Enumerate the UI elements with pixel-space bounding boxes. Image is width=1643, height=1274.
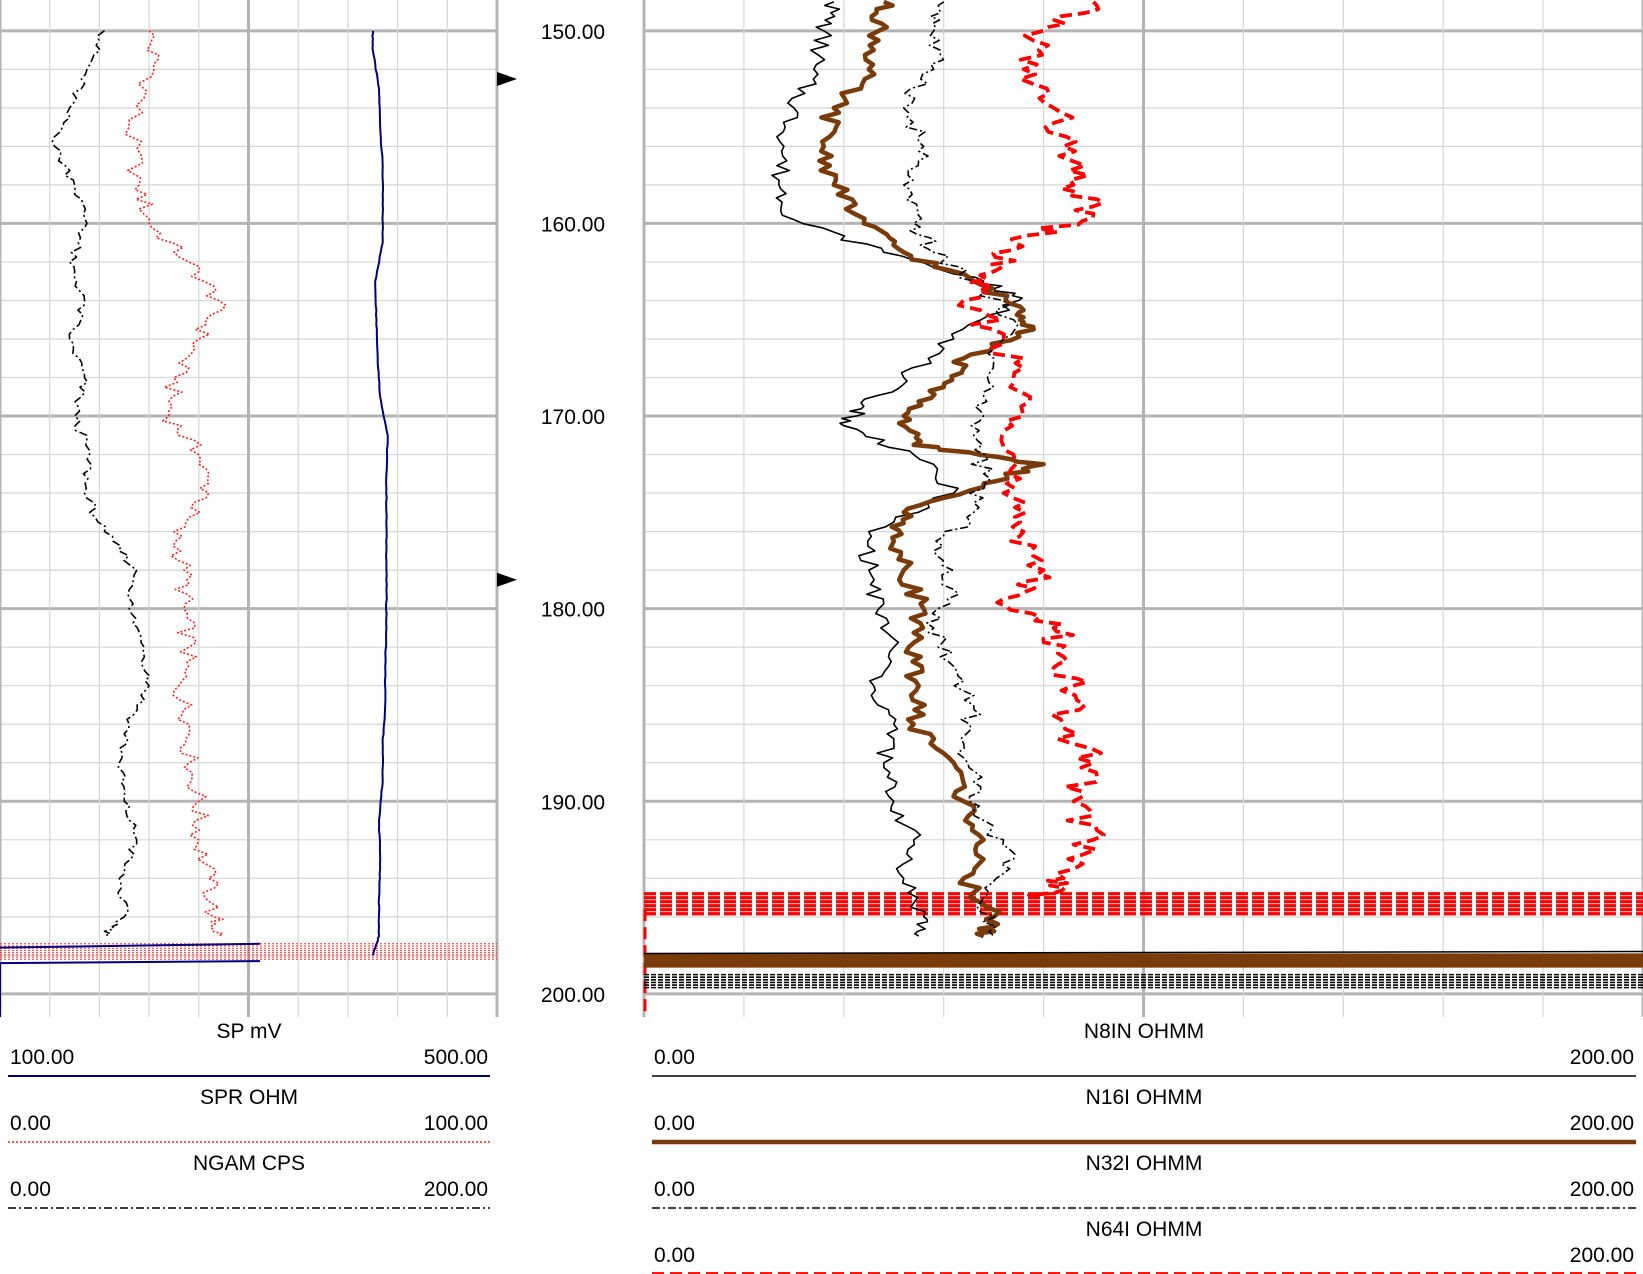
depth-label: 180.00: [541, 599, 605, 622]
curve-legend: SP mV 100.00 500.00 SPR OHM 0.00 100.00 NGAM C…: [8, 1020, 1636, 1274]
legend-curve-name: SPR OHM: [200, 1086, 298, 1109]
legend-curve-name: N16I OHMM: [1086, 1086, 1203, 1109]
depth-label: 150.00: [541, 21, 605, 44]
legend-max-value: 200.00: [1570, 1046, 1634, 1069]
curve-n16i: [817, 0, 1046, 939]
curve-n64i: [956, 0, 1106, 900]
legend-max-value: 200.00: [424, 1178, 488, 1201]
depth-label: 190.00: [541, 791, 605, 814]
legend-curve-name: N64I OHMM: [1086, 1218, 1203, 1241]
depth-marker-arrow: [497, 572, 517, 587]
legend-min-value: 0.00: [654, 1178, 695, 1201]
legend-curve-name: N8IN OHMM: [1084, 1020, 1204, 1043]
curve-n8in: [771, 1, 1024, 937]
curve-spr: [124, 30, 227, 937]
noise-line: [643, 950, 1643, 955]
legend-max-value: 100.00: [424, 1112, 488, 1135]
legend-min-value: 0.00: [10, 1178, 51, 1201]
noise-line: [0, 942, 261, 949]
depth-label: 160.00: [541, 213, 605, 236]
curve-ngam: [51, 30, 151, 937]
legend-curve-name: NGAM CPS: [193, 1152, 305, 1175]
curve-sp: [371, 30, 389, 956]
log-curves: [51, 0, 1106, 956]
legend-curve-name: SP mV: [217, 1020, 282, 1043]
depth-track: 150.00 160.00 170.00 180.00 190.00 200.00: [497, 21, 605, 1007]
legend-curve-name: N32I OHMM: [1086, 1152, 1203, 1175]
bottom-data-noise-band: [0, 892, 1643, 1017]
legend-min-value: 0.00: [654, 1244, 695, 1267]
legend-min-value: 0.00: [654, 1046, 695, 1069]
legend-min-value: 0.00: [10, 1112, 51, 1135]
noise-line: [0, 960, 261, 965]
legend-min-value: 0.00: [654, 1112, 695, 1135]
legend-max-value: 200.00: [1570, 1244, 1634, 1267]
depth-marker-arrow: [497, 71, 517, 86]
legend-max-value: 200.00: [1570, 1178, 1634, 1201]
depth-label: 200.00: [541, 984, 605, 1007]
legend-min-value: 100.00: [10, 1046, 74, 1069]
depth-label: 170.00: [541, 406, 605, 429]
legend-max-value: 500.00: [424, 1046, 488, 1069]
curve-n32i: [902, 1, 1019, 937]
legend-max-value: 200.00: [1570, 1112, 1634, 1135]
